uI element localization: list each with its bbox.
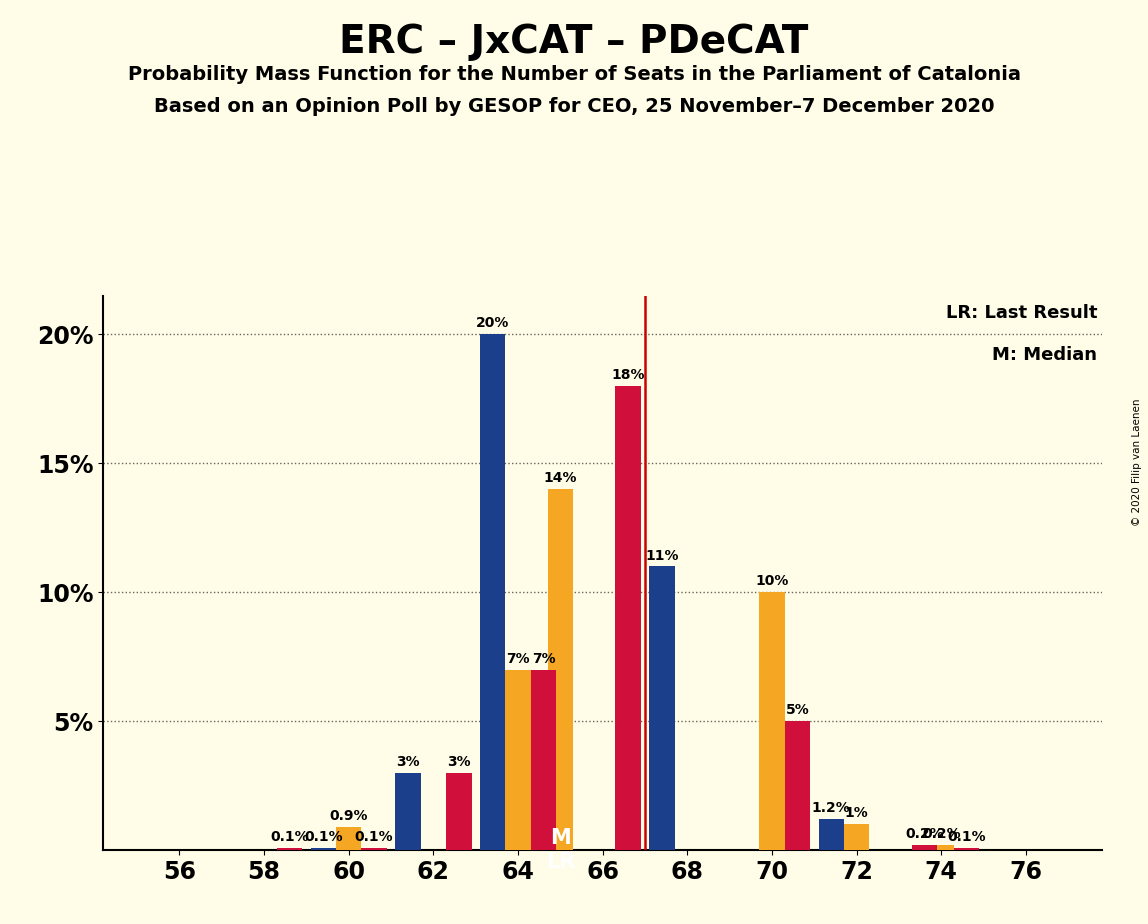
Bar (929, 845, 954, 850)
Bar (362, 847, 387, 850)
Text: © 2020 Filip van Laenen: © 2020 Filip van Laenen (1132, 398, 1142, 526)
Text: 20%: 20% (476, 317, 510, 331)
Bar (844, 824, 869, 850)
Bar (277, 847, 302, 850)
Text: 5%: 5% (785, 703, 809, 717)
Text: 7%: 7% (506, 651, 530, 665)
Bar (447, 772, 472, 850)
Text: 3%: 3% (447, 755, 471, 769)
Bar (548, 489, 573, 850)
Text: 0.1%: 0.1% (947, 830, 986, 844)
Bar (311, 847, 336, 850)
Bar (480, 334, 505, 850)
Bar (395, 772, 420, 850)
Text: 18%: 18% (612, 368, 645, 382)
Bar (954, 847, 979, 850)
Text: ERC – JxCAT – PDeCAT: ERC – JxCAT – PDeCAT (340, 23, 808, 61)
Text: 1%: 1% (845, 807, 869, 821)
Bar (785, 721, 810, 850)
Text: 11%: 11% (645, 549, 678, 563)
Bar (912, 845, 937, 850)
Bar (759, 592, 785, 850)
Text: 0.2%: 0.2% (905, 827, 944, 841)
Text: 10%: 10% (755, 575, 789, 589)
Text: 0.1%: 0.1% (270, 830, 309, 844)
Text: 7%: 7% (532, 651, 556, 665)
Text: 0.9%: 0.9% (329, 809, 369, 823)
Bar (650, 566, 675, 850)
Text: LR: Last Result: LR: Last Result (946, 304, 1097, 322)
Bar (505, 670, 530, 850)
Bar (615, 386, 641, 850)
Bar (530, 670, 556, 850)
Text: Probability Mass Function for the Number of Seats in the Parliament of Catalonia: Probability Mass Function for the Number… (127, 65, 1021, 84)
Text: 0.2%: 0.2% (922, 827, 961, 841)
Text: 0.1%: 0.1% (304, 830, 343, 844)
Text: M: Median: M: Median (992, 346, 1097, 363)
Bar (819, 820, 844, 850)
Text: Based on an Opinion Poll by GESOP for CEO, 25 November–7 December 2020: Based on an Opinion Poll by GESOP for CE… (154, 97, 994, 116)
Text: M
LR: M LR (545, 829, 575, 871)
Bar (336, 827, 362, 850)
Text: 0.1%: 0.1% (355, 830, 394, 844)
Text: 3%: 3% (396, 755, 420, 769)
Text: 1.2%: 1.2% (812, 801, 851, 815)
Text: 14%: 14% (544, 471, 577, 485)
